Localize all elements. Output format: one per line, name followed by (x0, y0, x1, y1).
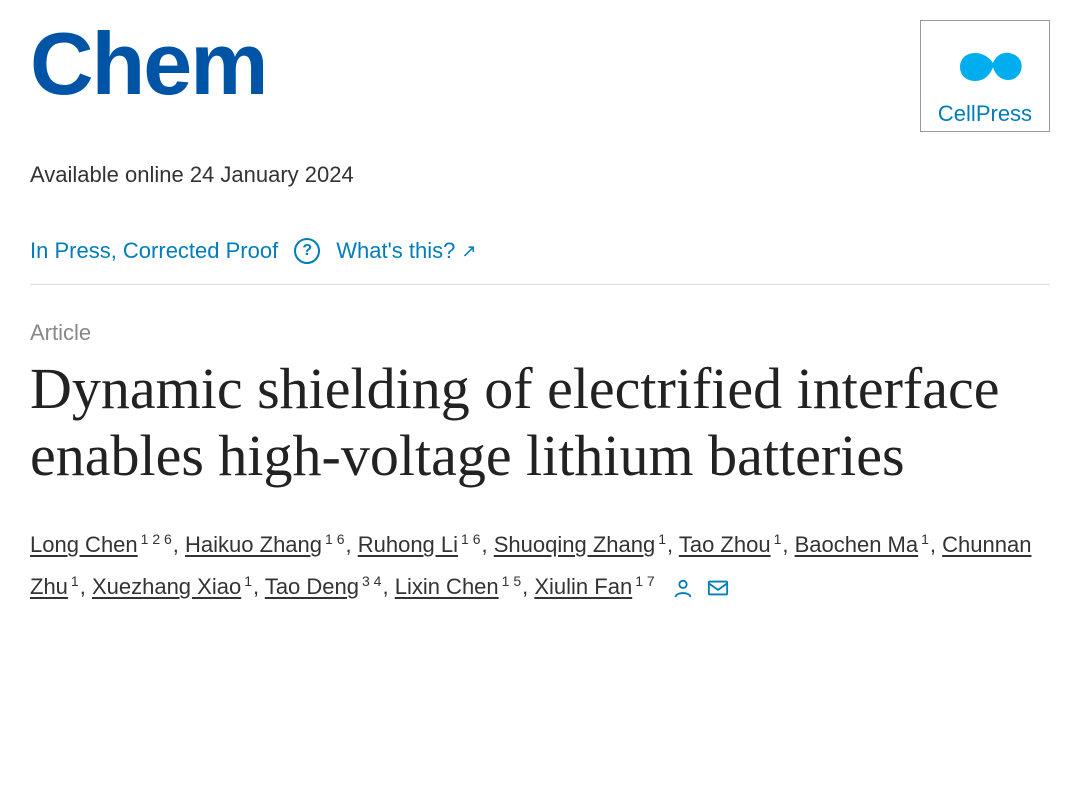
article-title: Dynamic shielding of electrified interfa… (30, 356, 1050, 489)
author-link[interactable]: Ruhong Li1 6 (358, 532, 482, 557)
whats-this-label: What's this? (336, 238, 455, 264)
author-link[interactable]: Lixin Chen1 5 (395, 574, 522, 599)
cellpress-icon (945, 29, 1025, 99)
author-link[interactable]: Long Chen1 2 6 (30, 532, 173, 557)
article-type: Article (30, 320, 1050, 346)
available-online-date: Available online 24 January 2024 (30, 162, 1050, 188)
header: Chem CellPress (30, 20, 1050, 132)
whats-this-link[interactable]: What's this? ↗ (336, 238, 476, 264)
author-link[interactable]: Tao Zhou1 (679, 532, 783, 557)
mail-icon[interactable] (706, 577, 730, 599)
status-row: In Press, Corrected Proof ? What's this?… (30, 238, 1050, 285)
journal-block: Chem (30, 20, 267, 108)
author-link[interactable]: Tao Deng3 4 (265, 574, 383, 599)
authors-list: Long Chen1 2 6, Haikuo Zhang1 6, Ruhong … (30, 524, 1050, 608)
author-link[interactable]: Xuezhang Xiao1 (92, 574, 253, 599)
publication-status: In Press, Corrected Proof (30, 238, 278, 264)
author-link[interactable]: Haikuo Zhang1 6 (185, 532, 345, 557)
publisher-logo[interactable]: CellPress (920, 20, 1050, 132)
author-link[interactable]: Shuoqing Zhang1 (494, 532, 667, 557)
author-link[interactable]: Baochen Ma1 (795, 532, 930, 557)
person-icon[interactable] (672, 577, 694, 599)
external-link-icon: ↗ (461, 241, 476, 262)
author-link[interactable]: Xiulin Fan1 7 (534, 574, 655, 599)
publisher-label: CellPress (931, 101, 1039, 127)
help-icon[interactable]: ? (294, 238, 320, 264)
journal-name[interactable]: Chem (30, 20, 267, 108)
